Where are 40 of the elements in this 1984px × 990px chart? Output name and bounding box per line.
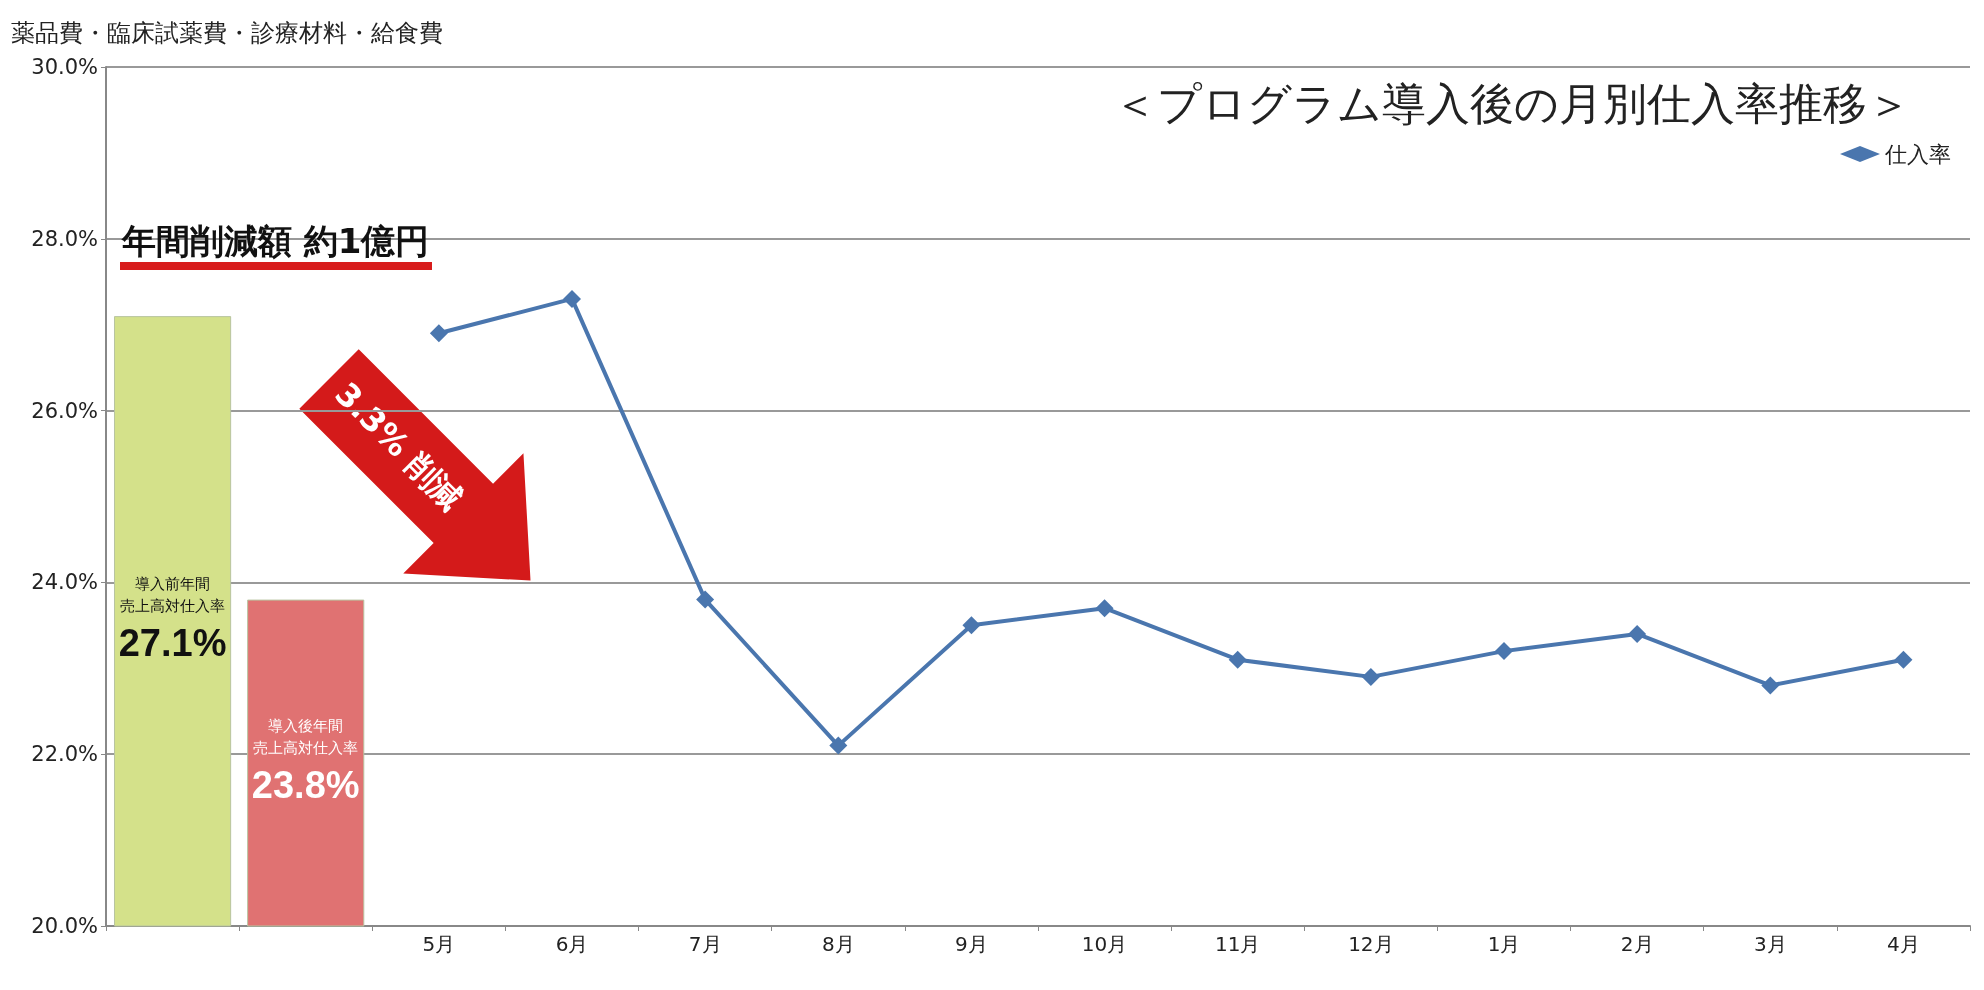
annotation: 売上高対仕入率 bbox=[253, 739, 359, 758]
point bbox=[1361, 667, 1380, 686]
y-tick-label: 26.0% bbox=[31, 398, 98, 423]
point bbox=[1894, 650, 1913, 669]
x-tick-label: 10月 bbox=[1081, 932, 1128, 956]
point bbox=[829, 736, 848, 755]
x-tick-label: 6月 bbox=[555, 932, 589, 956]
point bbox=[1095, 599, 1114, 618]
y-axis-title: 薬品費・臨床試薬費・診療材料・給食費 bbox=[11, 19, 443, 47]
point bbox=[429, 324, 448, 343]
y-tick-label: 28.0% bbox=[31, 226, 98, 251]
point bbox=[696, 590, 715, 609]
data-label: 27.1% bbox=[118, 622, 227, 665]
x-tick-label: 7月 bbox=[688, 932, 722, 956]
y-tick-label: 22.0% bbox=[31, 742, 98, 767]
point bbox=[1228, 650, 1247, 669]
x-tick-label: 11月 bbox=[1214, 932, 1261, 956]
x-tick-label: 8月 bbox=[821, 932, 855, 956]
annotation: 売上高対仕入率 bbox=[120, 597, 226, 616]
x-tick-label: 2月 bbox=[1620, 932, 1654, 956]
annotation: 導入前年間 bbox=[135, 575, 211, 594]
point bbox=[1495, 642, 1513, 661]
annotation: 導入後年間 bbox=[268, 717, 344, 736]
y-tick-label: 24.0% bbox=[31, 570, 98, 595]
data-label: 23.8% bbox=[251, 764, 360, 807]
point bbox=[962, 616, 981, 635]
legend-label: 仕入率 bbox=[1884, 141, 1951, 167]
chart-title: ＜プログラム導入後の月別仕入率推移＞ bbox=[1113, 77, 1911, 129]
x-tick-label: 3月 bbox=[1753, 932, 1787, 956]
x-tick-label: 5月 bbox=[422, 932, 456, 956]
annotation: 年間削減額 約1億円 bbox=[120, 220, 432, 270]
x-tick-label: 4月 bbox=[1887, 932, 1920, 956]
x-tick-label: 9月 bbox=[955, 932, 988, 956]
y-tick-label: 20.0% bbox=[31, 914, 98, 938]
point bbox=[1761, 676, 1780, 695]
point bbox=[563, 289, 581, 308]
x-tick-label: 1月 bbox=[1487, 932, 1521, 956]
point bbox=[1628, 624, 1647, 643]
y-tick-label: 30.0% bbox=[31, 55, 98, 79]
x-tick-label: 12月 bbox=[1348, 932, 1394, 956]
